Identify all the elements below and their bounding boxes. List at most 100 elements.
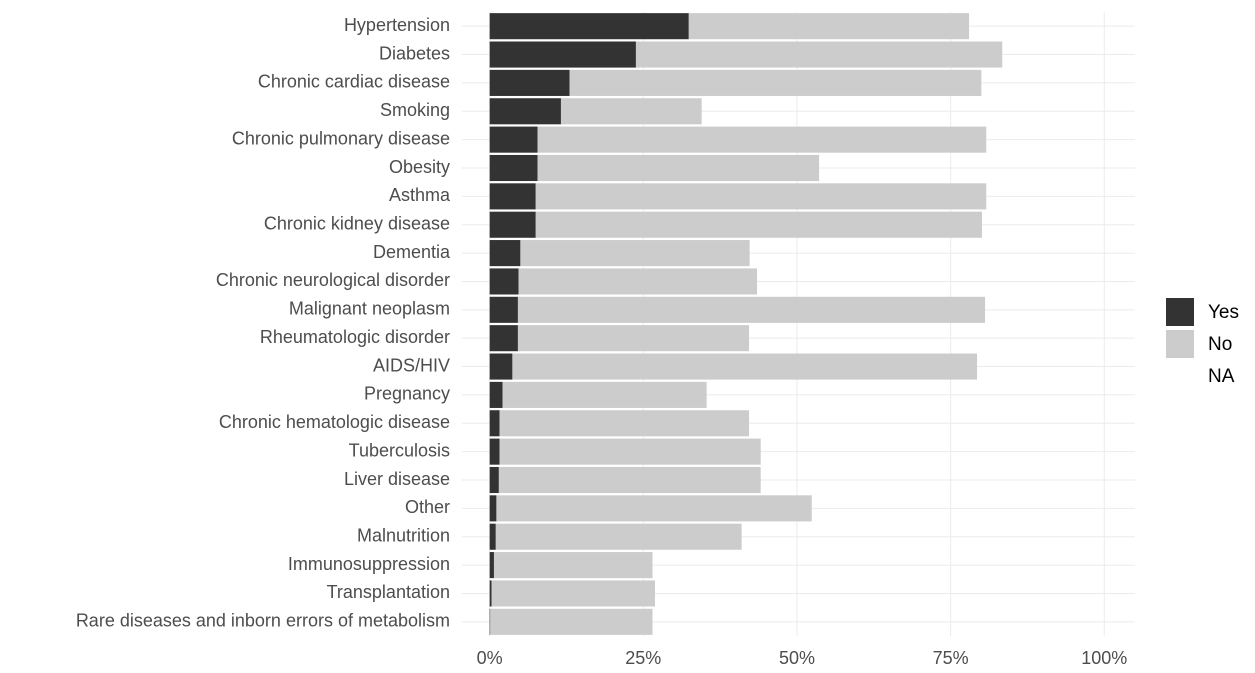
bar-segment [499, 438, 761, 465]
bar-segment [489, 353, 513, 380]
bar-segment [688, 13, 970, 40]
bar-segment [635, 41, 1003, 68]
bar-segment [761, 439, 1105, 465]
bar-segment [489, 466, 499, 494]
bar-segment [757, 268, 1104, 294]
bar-segment [537, 154, 820, 182]
bar-segment [489, 325, 518, 352]
bar-segment [1002, 41, 1104, 67]
y-tick-label: Immunosuppression [288, 554, 450, 574]
y-tick-label: Chronic hematologic disease [219, 412, 450, 432]
y-tick-label: Hypertension [344, 15, 450, 35]
bar-segment [535, 183, 987, 210]
bar-segment [819, 155, 1104, 181]
bar-segment [702, 98, 1105, 124]
bar-segment [985, 297, 1104, 323]
bar-segment [812, 495, 1105, 521]
bar-segment [495, 523, 742, 550]
legend-label: No [1208, 334, 1232, 355]
bar-segment [977, 353, 1104, 379]
y-tick-label: Asthma [389, 185, 451, 205]
bar-segment [986, 183, 1104, 209]
legend-swatch [1166, 298, 1194, 326]
y-tick-label: Dementia [373, 242, 451, 262]
bar-segment [489, 154, 538, 182]
bar-segment [537, 126, 987, 153]
y-tick-label: Chronic pulmonary disease [232, 128, 450, 148]
bar-segment [986, 127, 1104, 153]
x-tick-label: 0% [477, 648, 503, 668]
bar-segment [489, 211, 536, 238]
bar-segment [742, 524, 1105, 550]
bar-segment [517, 325, 750, 352]
y-tick-label: Other [405, 497, 450, 517]
x-tick-label: 25% [625, 648, 661, 668]
bar-segment [489, 552, 494, 579]
y-tick-label: Rare diseases and inborn errors of metab… [76, 611, 450, 631]
y-tick-label: Liver disease [344, 469, 450, 489]
x-tick-label: 100% [1081, 648, 1127, 668]
legend-label: NA [1208, 366, 1235, 387]
y-tick-label: AIDS/HIV [373, 355, 450, 375]
legend-swatch [1166, 362, 1194, 390]
bar-segment [518, 268, 758, 295]
y-tick-label: Chronic cardiac disease [258, 72, 450, 92]
bar-segment [489, 296, 518, 323]
y-tick-label: Transplantation [327, 582, 450, 602]
bar-segment [489, 268, 519, 295]
bar-segment [498, 466, 761, 494]
bar-segment [655, 580, 1104, 606]
y-tick-label: Obesity [389, 157, 450, 177]
bar-segment [489, 183, 536, 210]
bar-segment [535, 211, 982, 238]
bar-segment [489, 240, 521, 267]
y-tick-label: Malignant neoplasm [289, 299, 450, 319]
legend-label: Yes [1208, 302, 1239, 323]
bar-segment [489, 41, 636, 68]
bar-segment [749, 325, 1104, 351]
bar-segment [489, 608, 491, 635]
y-tick-label: Smoking [380, 100, 450, 120]
bar-segment [982, 212, 1104, 238]
bar-segment [489, 410, 500, 437]
y-tick-label: Pregnancy [364, 384, 450, 404]
bar-segment [502, 381, 707, 408]
bar-segment [491, 580, 655, 607]
bar-segment [489, 580, 492, 607]
bar-segment [489, 69, 570, 96]
bar-segment [520, 240, 750, 267]
bar-segment [761, 467, 1105, 493]
y-tick-label: Chronic kidney disease [264, 213, 450, 233]
y-tick-label: Tuberculosis [349, 440, 450, 460]
bar-segment [981, 70, 1104, 96]
bar-segment [496, 495, 812, 522]
y-tick-label: Chronic neurological disorder [216, 270, 450, 290]
bar-segment [489, 523, 496, 550]
bar-segment [489, 495, 497, 522]
bar-segment [517, 296, 986, 323]
bar-segment [489, 126, 538, 153]
bar-segment [493, 552, 653, 579]
bar-segment [489, 98, 561, 125]
y-tick-label: Malnutrition [357, 525, 450, 545]
bar-segment [489, 381, 503, 408]
bar-segment [653, 552, 1105, 578]
bar-segment [750, 240, 1105, 266]
bar-segment [969, 13, 1104, 39]
y-tick-label: Rheumatologic disorder [260, 327, 450, 347]
bar-segment [489, 13, 689, 40]
bar-segment [653, 609, 1105, 635]
legend-swatch [1166, 330, 1194, 358]
bar-segment [490, 608, 653, 635]
bar-segment [707, 382, 1105, 408]
x-tick-label: 75% [933, 648, 969, 668]
x-tick-label: 50% [779, 648, 815, 668]
bar-segment [489, 438, 500, 465]
bar-segment [499, 410, 750, 437]
bar-segment [560, 98, 702, 125]
bar-segment [512, 353, 978, 380]
bar-segment [569, 69, 982, 96]
y-tick-label: Diabetes [379, 43, 450, 63]
bar-segment [749, 410, 1104, 436]
